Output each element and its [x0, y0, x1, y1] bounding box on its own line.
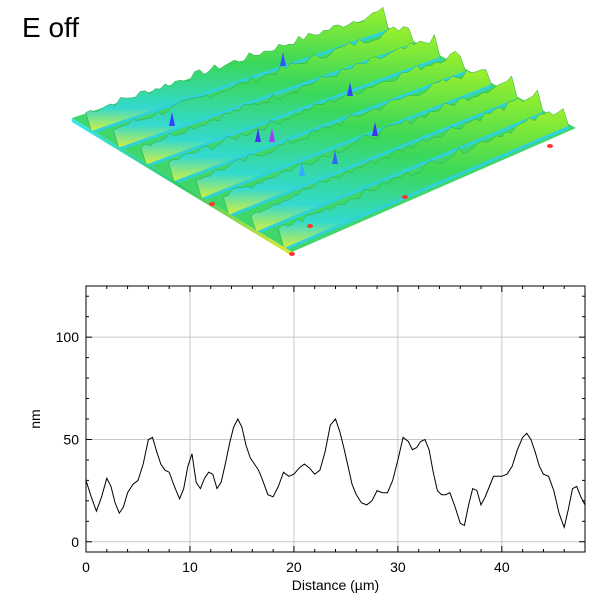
surface-spike — [372, 122, 378, 136]
y-tick-label: 50 — [63, 431, 79, 447]
plot-grid — [86, 286, 585, 552]
surface-valley — [146, 56, 441, 168]
surface-valley — [283, 125, 570, 251]
x-tick-label: 40 — [494, 559, 510, 575]
x-tick-label: 30 — [390, 559, 406, 575]
surface-pit — [547, 144, 553, 148]
y-tick-label: 0 — [71, 534, 79, 550]
line-profile-chart: 0 10 20 30 40 0 50 100 Distance (µm) nm — [27, 285, 586, 593]
x-tick-label: 20 — [286, 559, 302, 575]
surface-valley — [118, 43, 416, 151]
surface-pit — [402, 195, 408, 199]
x-tick-label: 10 — [182, 559, 198, 575]
figure-title: E off — [22, 12, 80, 43]
surface-spike — [299, 162, 305, 176]
surface-valley — [256, 112, 544, 235]
surface-pit — [209, 202, 215, 206]
y-tick-label: 100 — [56, 329, 80, 345]
profile-line — [85, 417, 586, 530]
surface-valley — [228, 98, 519, 218]
surface-spike — [269, 128, 275, 142]
surface-ridges — [72, 6, 576, 256]
surface-valley — [173, 70, 467, 185]
x-axis-label: Distance (µm) — [292, 577, 379, 593]
x-ticks: 0 10 20 30 40 — [82, 286, 586, 575]
surface-spike — [255, 128, 261, 142]
y-axis-label: nm — [27, 409, 43, 428]
surface-pit — [307, 224, 313, 228]
surface-spike — [280, 52, 286, 66]
y-ticks: 0 50 100 — [56, 295, 585, 550]
surface-pit — [289, 252, 295, 256]
surface-spike — [169, 112, 175, 126]
x-tick-label: 0 — [82, 559, 90, 575]
afm-3d-surface — [72, 6, 576, 256]
surface-spike — [332, 150, 338, 164]
surface-spike — [347, 82, 353, 96]
surface-front-edge — [72, 118, 292, 256]
